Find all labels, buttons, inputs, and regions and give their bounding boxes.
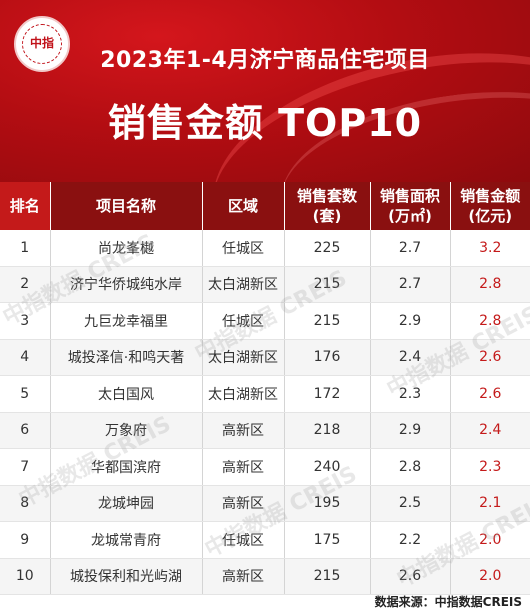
amount-cell: 2.8: [450, 302, 530, 340]
table-row: 3 九巨龙幸福里 任城区 215 2.9 2.8: [0, 302, 530, 340]
units-cell: 225: [284, 230, 371, 267]
district-cell: 太白湖新区: [202, 266, 285, 303]
logo-ring: [22, 24, 62, 64]
area-cell: 2.7: [370, 266, 451, 303]
project-name-cell: 尚龙峯樾: [50, 230, 203, 267]
column-header-units: 销售套数 (套): [284, 182, 371, 230]
rank-cell: 7: [0, 448, 51, 486]
units-cell: 218: [284, 412, 371, 449]
project-name-cell: 城投泽信·和鸣天著: [50, 339, 203, 376]
project-name-cell: 龙城常青府: [50, 521, 203, 559]
table-row: 8 龙城坤园 高新区 195 2.5 2.1: [0, 485, 530, 522]
rank-cell: 5: [0, 375, 51, 413]
column-header-area: 销售面积 (万㎡): [370, 182, 451, 230]
project-name-cell: 济宁华侨城纯水岸: [50, 266, 203, 303]
amount-cell: 2.4: [450, 412, 530, 449]
district-cell: 任城区: [202, 230, 285, 267]
project-name-cell: 太白国风: [50, 375, 203, 413]
district-cell: 太白湖新区: [202, 339, 285, 376]
district-cell: 任城区: [202, 302, 285, 340]
table-row: 7 华都国滨府 高新区 240 2.8 2.3: [0, 448, 530, 486]
district-cell: 高新区: [202, 448, 285, 486]
rank-cell: 10: [0, 558, 51, 595]
rank-cell: 6: [0, 412, 51, 449]
table-row: 5 太白国风 太白湖新区 172 2.3 2.6: [0, 375, 530, 413]
rank-cell: 3: [0, 302, 51, 340]
title-line-2: 销售金额 TOP10: [107, 101, 423, 145]
china-index-academy-logo: 中指: [14, 16, 70, 72]
table-row: 4 城投泽信·和鸣天著 太白湖新区 176 2.4 2.6: [0, 339, 530, 376]
amount-cell: 2.6: [450, 375, 530, 413]
project-name-cell: 龙城坤园: [50, 485, 203, 522]
rank-cell: 1: [0, 230, 51, 267]
area-cell: 2.2: [370, 521, 451, 559]
area-cell: 2.6: [370, 558, 451, 595]
project-name-cell: 万象府: [50, 412, 203, 449]
amount-cell: 2.1: [450, 485, 530, 522]
title-line-1: 2023年1-4月济宁商品住宅项目: [100, 48, 430, 73]
table-row: 10 城投保利和光屿湖 高新区 215 2.6 2.0: [0, 558, 530, 595]
district-cell: 太白湖新区: [202, 375, 285, 413]
table-row: 9 龙城常青府 任城区 175 2.2 2.0: [0, 521, 530, 559]
data-source-footer: 数据来源：中指数据CREIS: [374, 595, 522, 609]
column-header-amount: 销售金额 (亿元): [450, 182, 530, 230]
amount-cell: 2.8: [450, 266, 530, 303]
column-header-project: 项目名称: [50, 182, 203, 230]
table-row: 6 万象府 高新区 218 2.9 2.4: [0, 412, 530, 449]
project-name-cell: 九巨龙幸福里: [50, 302, 203, 340]
area-cell: 2.8: [370, 448, 451, 486]
project-name-cell: 城投保利和光屿湖: [50, 558, 203, 595]
district-cell: 高新区: [202, 485, 285, 522]
amount-cell: 3.2: [450, 230, 530, 267]
project-name-cell: 华都国滨府: [50, 448, 203, 486]
ranking-table: 排名 项目名称 区域 销售套数 (套) 销售面积 (万㎡) 销售金额 (亿元) …: [0, 182, 530, 595]
area-cell: 2.9: [370, 412, 451, 449]
units-cell: 215: [284, 302, 371, 340]
units-cell: 172: [284, 375, 371, 413]
amount-cell: 2.0: [450, 521, 530, 559]
rank-cell: 2: [0, 266, 51, 303]
area-cell: 2.9: [370, 302, 451, 340]
units-cell: 176: [284, 339, 371, 376]
column-header-district: 区域: [202, 182, 285, 230]
column-header-rank: 排名: [0, 182, 51, 230]
units-cell: 195: [284, 485, 371, 522]
rank-cell: 8: [0, 485, 51, 522]
rank-cell: 4: [0, 339, 51, 376]
amount-cell: 2.3: [450, 448, 530, 486]
logo-text: 中指: [29, 36, 54, 50]
district-cell: 高新区: [202, 558, 285, 595]
table-header-row: 排名 项目名称 区域 销售套数 (套) 销售面积 (万㎡) 销售金额 (亿元): [0, 182, 530, 230]
units-cell: 175: [284, 521, 371, 559]
area-cell: 2.4: [370, 339, 451, 376]
units-cell: 240: [284, 448, 371, 486]
units-cell: 215: [284, 558, 371, 595]
table-row: 1 尚龙峯樾 任城区 225 2.7 3.2: [0, 230, 530, 267]
district-cell: 任城区: [202, 521, 285, 559]
units-cell: 215: [284, 266, 371, 303]
amount-cell: 2.0: [450, 558, 530, 595]
district-cell: 高新区: [202, 412, 285, 449]
area-cell: 2.5: [370, 485, 451, 522]
area-cell: 2.3: [370, 375, 451, 413]
amount-cell: 2.6: [450, 339, 530, 376]
table-row: 2 济宁华侨城纯水岸 太白湖新区 215 2.7 2.8: [0, 266, 530, 303]
rank-cell: 9: [0, 521, 51, 559]
header-banner: 中指 2023年1-4月济宁商品住宅项目 销售金额 TOP10: [0, 0, 530, 182]
area-cell: 2.7: [370, 230, 451, 267]
